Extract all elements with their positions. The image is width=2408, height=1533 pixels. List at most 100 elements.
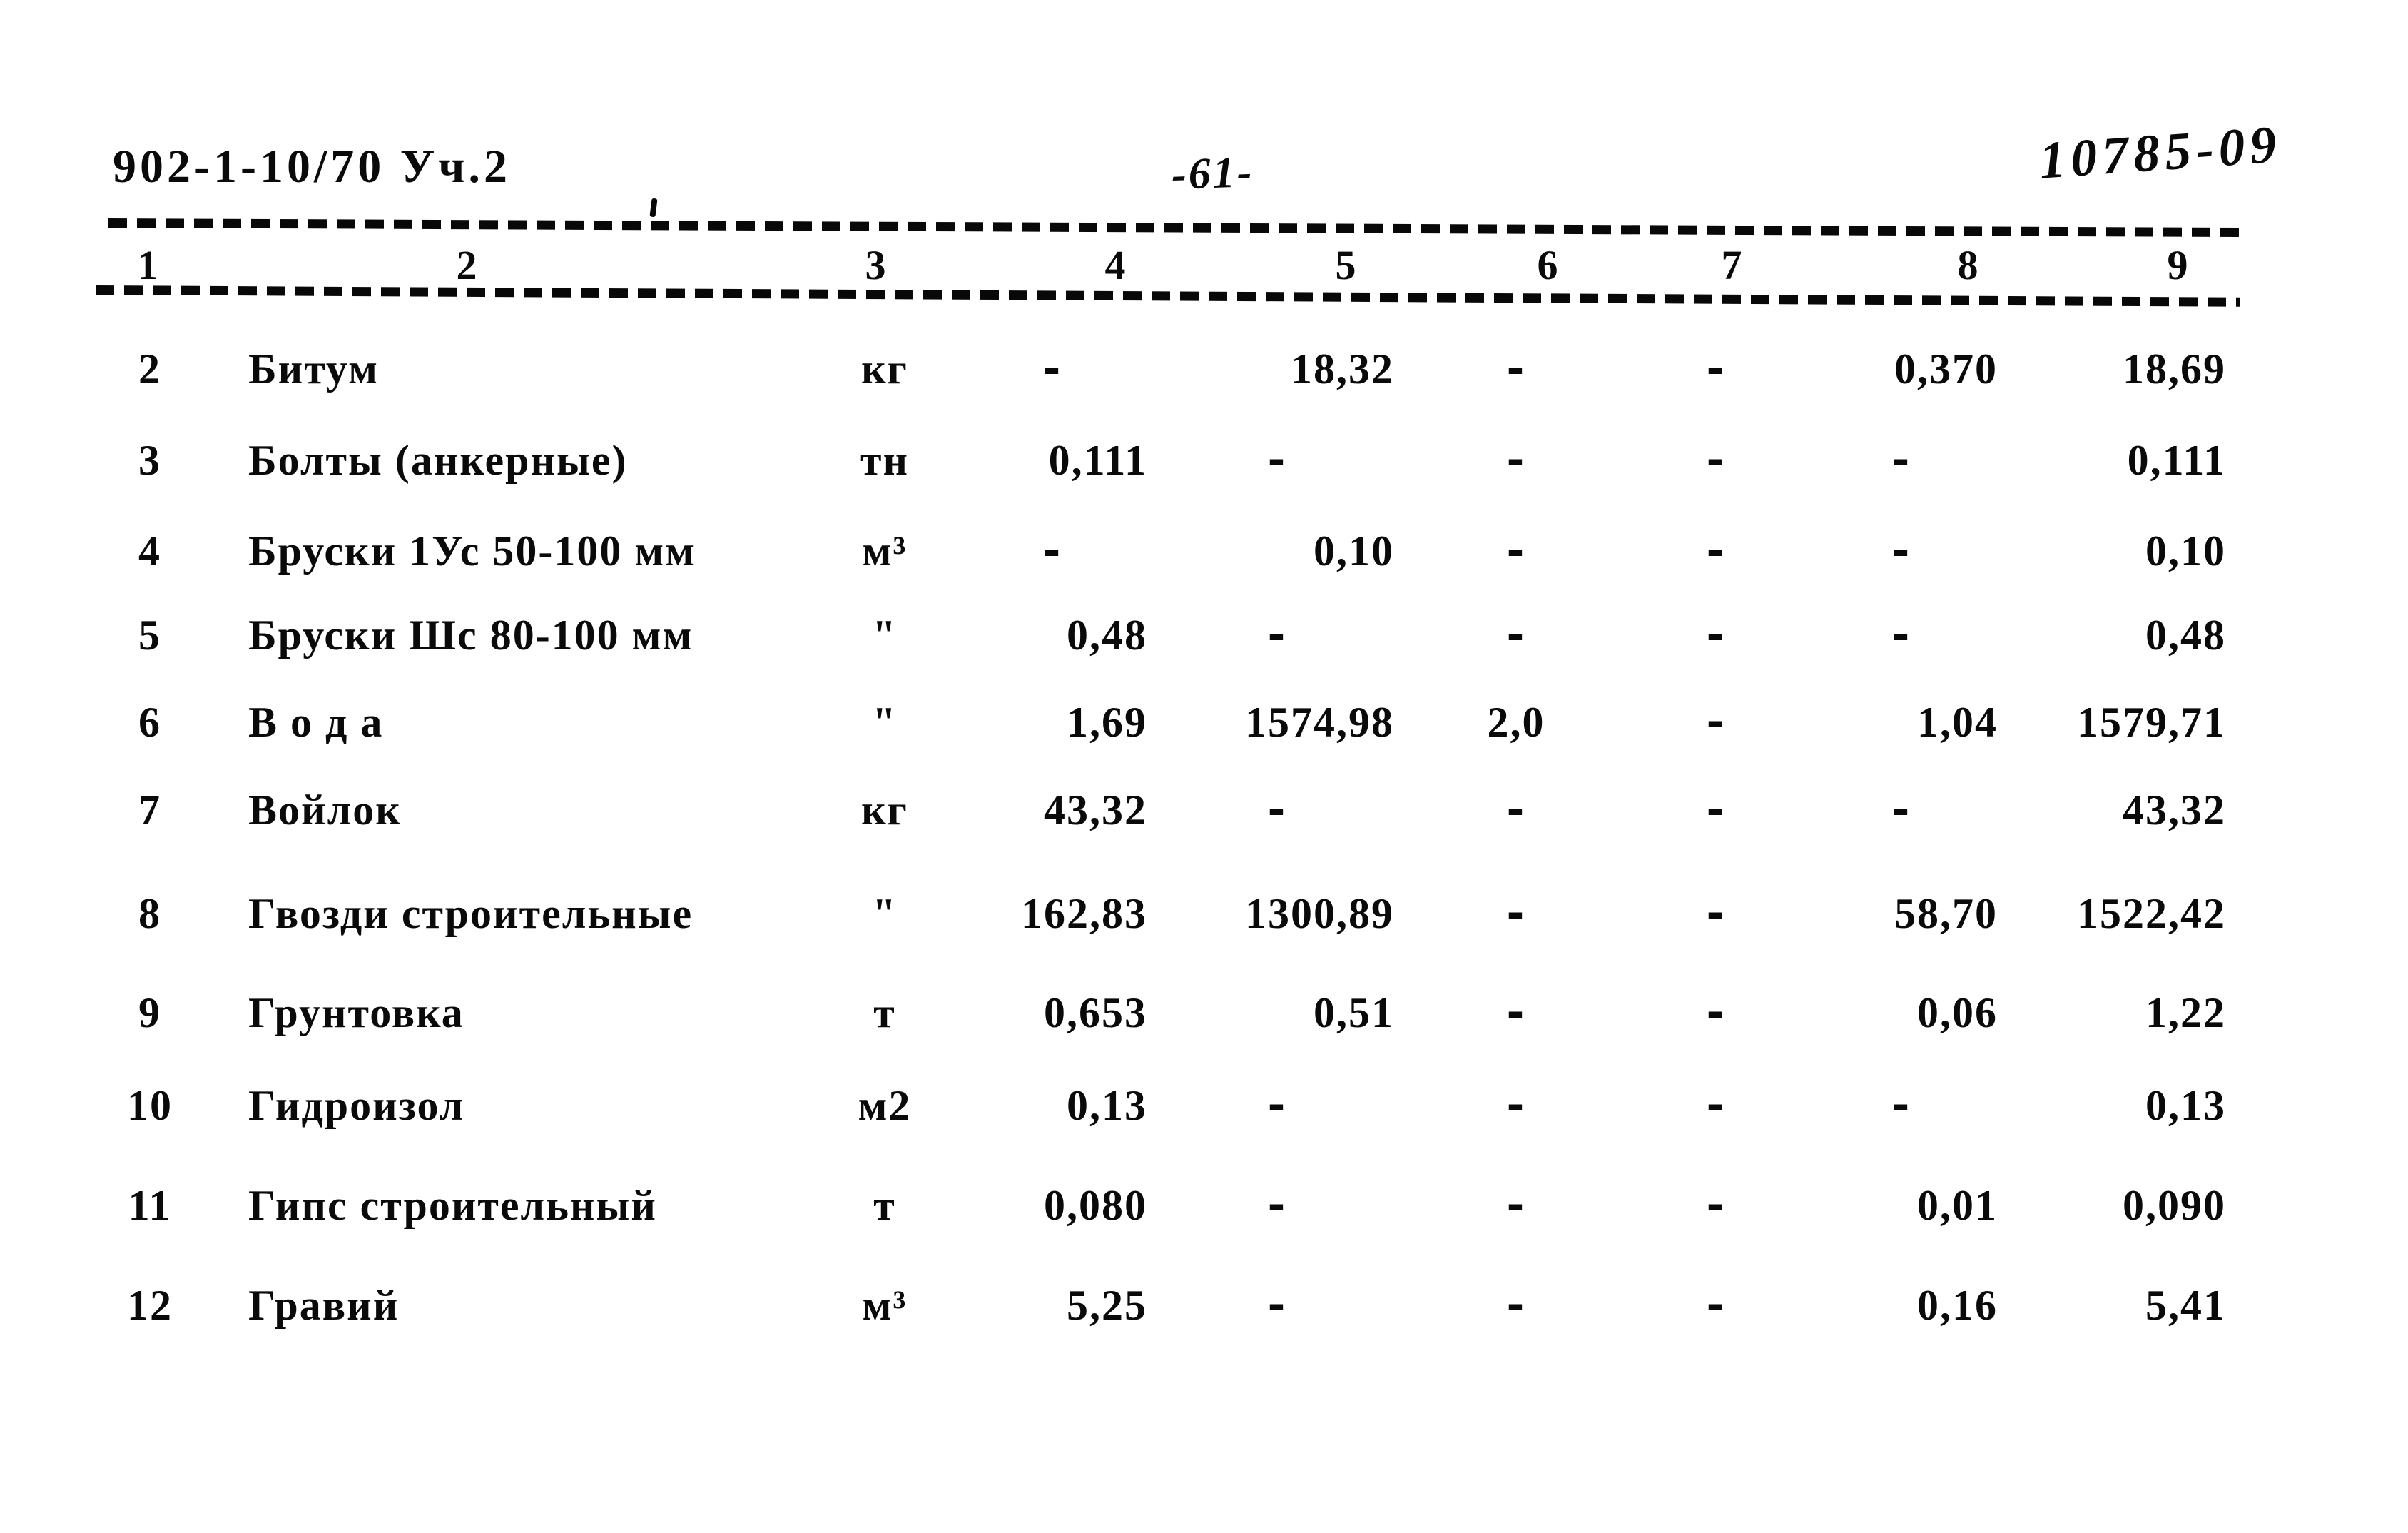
stray-mark [649, 198, 658, 218]
row-number: 12 [127, 1282, 173, 1329]
doc-number: 902-1-10/70 Уч.2 [113, 141, 511, 193]
value-col6: - [1506, 435, 1526, 485]
value-col8: - [1891, 526, 1911, 576]
column-number: 9 [2167, 242, 2188, 288]
table-row: 11 Гипс строительный т 0,080 - - - 0,01 … [100, 1182, 2240, 1229]
value-col8: 0,01 [1917, 1182, 1998, 1229]
unit: " [872, 890, 898, 937]
value-col4: 43,32 [1044, 786, 1147, 834]
column-number: 7 [1721, 242, 1742, 288]
row-number: 2 [138, 345, 161, 393]
value-col4: 0,080 [1044, 1182, 1147, 1229]
value-col6: - [1506, 526, 1526, 576]
value-col5: 0,10 [1314, 527, 1394, 575]
value-col6: - [1506, 1180, 1526, 1230]
value-col5: - [1267, 1180, 1287, 1230]
value-col7: - [1706, 889, 1726, 938]
table-row: 8 Гвозди строительные " 162,83 1300,89 -… [100, 890, 2240, 937]
value-col9: 0,111 [2127, 437, 2226, 484]
row-number: 9 [138, 989, 161, 1036]
value-col6: - [1506, 988, 1526, 1038]
value-col8: 1,04 [1917, 699, 1998, 746]
value-col8: 0,370 [1894, 345, 1998, 393]
value-col7: - [1706, 1180, 1726, 1230]
value-col8: - [1891, 610, 1911, 660]
unit: кг [861, 345, 908, 393]
value-col4: 0,48 [1067, 612, 1147, 659]
page-number: -61- [1170, 148, 1255, 199]
value-col5: 0,51 [1314, 989, 1394, 1036]
value-col4: 1,69 [1067, 699, 1147, 746]
value-col9: 1,22 [2145, 989, 2226, 1036]
value-col7: - [1706, 435, 1726, 485]
unit: м³ [862, 527, 908, 575]
row-number: 3 [138, 437, 161, 484]
column-number: 1 [137, 242, 158, 288]
column-number: 6 [1537, 242, 1558, 288]
table-row: 12 Гравий м³ 5,25 - - - 0,16 5,41 [100, 1282, 2240, 1329]
unit: " [872, 612, 898, 659]
table-row: 6 В о д а " 1,69 1574,98 2,0 - 1,04 1579… [100, 699, 2240, 746]
value-col6: - [1506, 785, 1526, 835]
value-col7: - [1706, 526, 1726, 576]
value-col4: 5,25 [1067, 1282, 1147, 1329]
unit: " [872, 699, 898, 746]
value-col5: - [1267, 1280, 1287, 1330]
value-col9: 0,090 [2123, 1182, 2226, 1229]
value-col5: - [1267, 785, 1287, 835]
table-row: 9 Грунтовка т 0,653 0,51 - - 0,06 1,22 [100, 989, 2240, 1036]
value-col5: 18,32 [1291, 345, 1394, 393]
unit: т [873, 1182, 896, 1229]
unit: т [873, 989, 896, 1036]
material-name: Гипс строительный [248, 1182, 657, 1229]
unit: м³ [862, 1282, 908, 1329]
value-col4: 0,653 [1044, 989, 1147, 1036]
row-number: 7 [138, 786, 161, 834]
table-row: 4 Бруски 1Ус 50-100 мм м³ - 0,10 - - - 0… [100, 527, 2240, 575]
value-col8: - [1891, 1081, 1911, 1130]
value-col9: 18,69 [2123, 345, 2226, 393]
dashed-rule-top [108, 218, 2239, 238]
value-col6: - [1506, 1081, 1526, 1130]
value-col4: 162,83 [1021, 890, 1147, 937]
value-col8: 0,06 [1917, 989, 1998, 1036]
value-col9: 1579,71 [2077, 699, 2226, 746]
value-col9: 0,10 [2145, 527, 2226, 575]
dashed-rule-header [95, 285, 2240, 307]
unit: м2 [858, 1082, 912, 1129]
material-name: Битум [248, 345, 379, 393]
value-col7: - [1706, 610, 1726, 660]
material-name: Гравий [248, 1282, 400, 1329]
material-name: Болты (анкерные) [248, 437, 628, 484]
value-col8: - [1891, 435, 1911, 485]
value-col5: - [1267, 610, 1287, 660]
value-col7: - [1706, 697, 1726, 747]
value-col9: 5,41 [2145, 1282, 2226, 1329]
value-col6: - [1506, 1280, 1526, 1330]
table-row: 7 Войлок кг 43,32 - - - - 43,32 [100, 786, 2240, 834]
value-col7: - [1706, 1081, 1726, 1130]
value-col7: - [1706, 344, 1726, 394]
unit: тн [860, 437, 910, 484]
row-number: 10 [127, 1082, 173, 1129]
column-number: 8 [1957, 242, 1978, 288]
row-number: 6 [138, 699, 161, 746]
value-col8: 58,70 [1894, 890, 1998, 937]
column-number: 2 [456, 242, 477, 288]
value-col7: - [1706, 1280, 1726, 1330]
material-name: Гвозди строительные [248, 890, 694, 937]
material-name: Войлок [248, 786, 402, 834]
value-col5: - [1267, 435, 1287, 485]
value-col4: - [1042, 526, 1062, 576]
value-col8: - [1891, 785, 1911, 835]
value-col6: - [1506, 610, 1526, 660]
column-number: 3 [865, 242, 886, 288]
value-col6: 2,0 [1487, 699, 1545, 746]
value-col7: - [1706, 785, 1726, 835]
value-col5: 1574,98 [1245, 699, 1394, 746]
value-col9: 0,13 [2145, 1082, 2226, 1129]
value-col5: 1300,89 [1245, 890, 1394, 937]
table-row: 2 Битум кг - 18,32 - - 0,370 18,69 [100, 345, 2240, 393]
material-name: В о д а [248, 699, 384, 746]
